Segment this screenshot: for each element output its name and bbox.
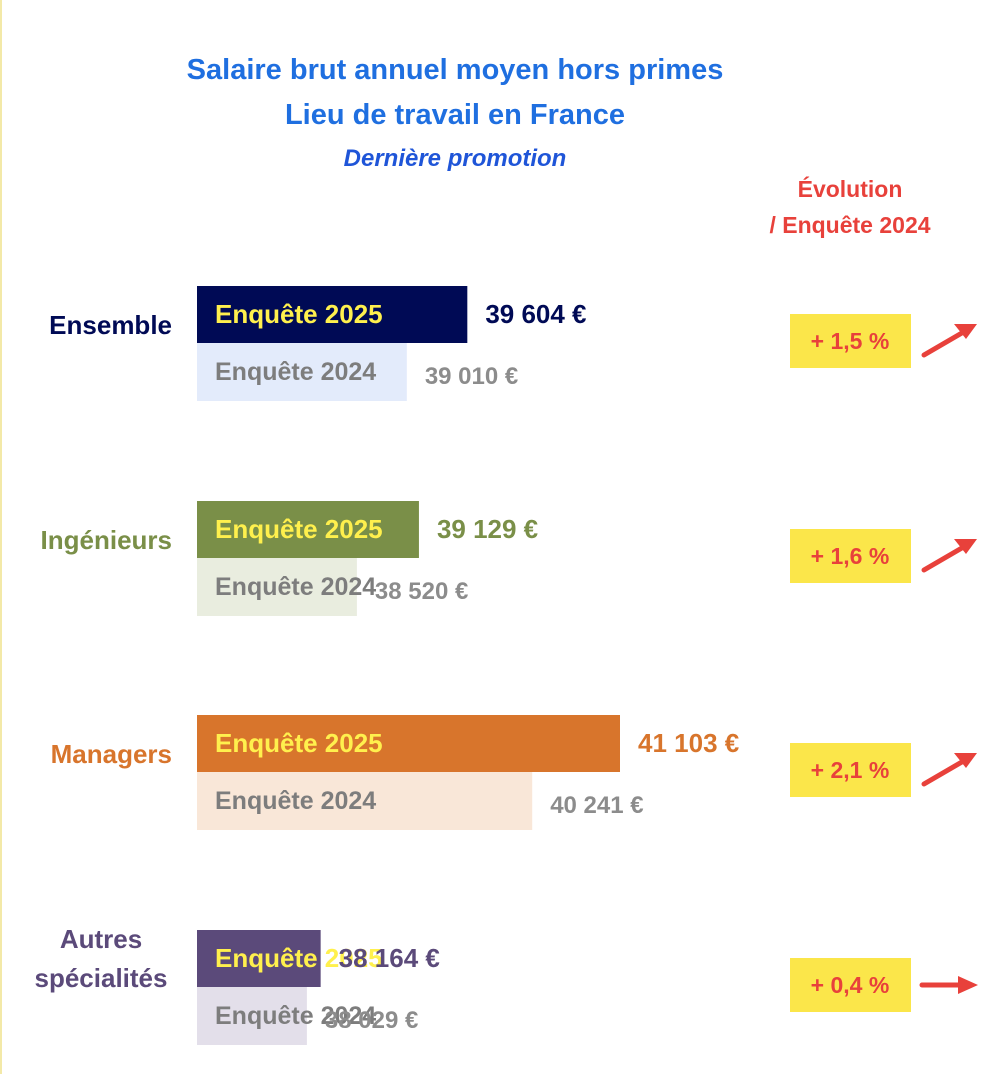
evolution-value: + 2,1 % [811, 757, 890, 783]
bar-label-2025: Enquête 2025 [215, 514, 383, 544]
category-label: Managers [51, 739, 172, 769]
category-label-line2: spécialités [35, 963, 168, 993]
frame-border [0, 0, 2, 1074]
bar-2024 [197, 987, 307, 1045]
bar-2025 [197, 715, 620, 772]
value-label-2025: 38 164 € [339, 943, 440, 973]
evolution-value: + 1,5 % [811, 328, 890, 354]
arrow-up-icon [921, 542, 970, 573]
chart-title: Salaire brut annuel moyen hors primes [186, 54, 724, 86]
evolution-badge [790, 958, 911, 1012]
bar-2024 [197, 558, 357, 616]
arrow-up-icon [921, 327, 970, 358]
bar-2024 [197, 772, 533, 830]
value-label-2025: 39 604 € [485, 299, 586, 329]
bar-label-2024: Enquête 2024 [215, 573, 376, 601]
evolution-badge [790, 529, 911, 583]
category-label: Ingénieurs [41, 525, 172, 555]
category-label-line1: Autres [60, 924, 142, 954]
bar-2024 [197, 343, 407, 401]
arrow-up-icon-head [954, 324, 977, 339]
value-label-2024: 38 029 € [325, 1007, 418, 1034]
value-label-2024: 38 520 € [375, 578, 468, 605]
arrow-up-icon-head [954, 539, 977, 554]
arrow-up-icon [921, 756, 970, 787]
evolution-value: + 1,6 % [811, 543, 890, 569]
arrow-right-icon-head [958, 976, 978, 994]
value-label-2025: 39 129 € [437, 514, 538, 544]
evolution-badge [790, 743, 911, 797]
bar-label-2025: Enquête 2025 [215, 943, 383, 973]
chart-subtitle-italic: Dernière promotion [343, 145, 567, 172]
bar-2025 [197, 930, 321, 987]
value-label-2025: 41 103 € [638, 728, 739, 758]
evolution-badge [790, 314, 911, 368]
bar-label-2025: Enquête 2025 [215, 299, 383, 329]
bar-label-2024: Enquête 2024 [215, 1002, 376, 1030]
evolution-value: + 0,4 % [811, 972, 890, 998]
evolution-header-line1: Évolution [797, 176, 903, 202]
bar-label-2024: Enquête 2024 [215, 358, 376, 386]
value-label-2024: 39 010 € [425, 363, 518, 390]
category-label: Ensemble [49, 310, 172, 340]
evolution-header-line2: / Enquête 2024 [769, 212, 931, 238]
bar-label-2024: Enquête 2024 [215, 787, 376, 815]
bar-2025 [197, 286, 468, 343]
bar-2025 [197, 501, 419, 558]
value-label-2024: 40 241 € [550, 792, 643, 819]
arrow-up-icon-head [954, 753, 977, 768]
chart-subtitle: Lieu de travail en France [284, 99, 626, 131]
bar-label-2025: Enquête 2025 [215, 728, 383, 758]
